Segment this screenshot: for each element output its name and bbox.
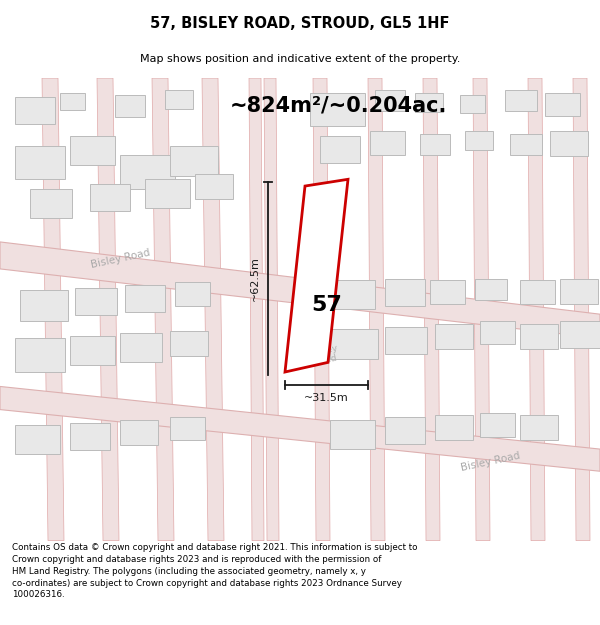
Bar xyxy=(505,90,537,111)
Bar xyxy=(60,92,85,110)
Text: ~62.5m: ~62.5m xyxy=(250,256,260,301)
Bar xyxy=(120,334,162,362)
Bar xyxy=(15,425,60,454)
Bar xyxy=(20,290,68,321)
Bar xyxy=(30,189,72,218)
Polygon shape xyxy=(0,386,600,471)
Bar xyxy=(195,174,233,199)
Bar xyxy=(475,279,507,300)
Text: Bisley Road: Bisley Road xyxy=(460,451,521,472)
Bar xyxy=(330,329,378,359)
Polygon shape xyxy=(42,78,64,541)
Bar xyxy=(90,184,130,211)
Bar xyxy=(480,414,515,436)
Bar xyxy=(385,279,425,306)
Bar xyxy=(435,416,473,441)
Bar xyxy=(310,92,365,126)
Bar xyxy=(15,338,65,372)
Polygon shape xyxy=(368,78,385,541)
Bar xyxy=(170,331,208,356)
Bar xyxy=(480,321,515,344)
Bar xyxy=(330,420,375,449)
Text: Contains OS data © Crown copyright and database right 2021. This information is : Contains OS data © Crown copyright and d… xyxy=(12,543,418,599)
Bar xyxy=(15,146,65,179)
Bar xyxy=(125,285,165,312)
Text: 57: 57 xyxy=(311,294,343,314)
Text: Bisley
Road: Bisley Road xyxy=(310,344,340,367)
Polygon shape xyxy=(528,78,545,541)
Polygon shape xyxy=(202,78,224,541)
Bar xyxy=(75,288,117,315)
Polygon shape xyxy=(573,78,590,541)
Bar xyxy=(560,321,600,348)
Bar xyxy=(70,336,115,365)
Bar xyxy=(15,98,55,124)
Polygon shape xyxy=(313,78,330,541)
Text: Bisley Road: Bisley Road xyxy=(89,248,151,271)
Bar xyxy=(430,281,465,304)
Text: Map shows position and indicative extent of the property.: Map shows position and indicative extent… xyxy=(140,54,460,64)
Bar xyxy=(370,131,405,155)
Polygon shape xyxy=(285,179,348,372)
Bar xyxy=(520,281,555,304)
Bar xyxy=(70,423,110,450)
Bar xyxy=(375,90,405,111)
Polygon shape xyxy=(423,78,440,541)
Bar xyxy=(465,131,493,151)
Bar xyxy=(385,327,427,354)
Bar xyxy=(560,279,598,304)
Bar xyxy=(70,136,115,165)
Polygon shape xyxy=(264,78,279,541)
Bar xyxy=(435,324,473,349)
Bar xyxy=(170,146,218,176)
Bar xyxy=(145,179,190,208)
Bar xyxy=(385,418,425,444)
Bar xyxy=(120,155,175,189)
Bar xyxy=(115,96,145,117)
Bar xyxy=(545,92,580,116)
Text: ~31.5m: ~31.5m xyxy=(304,392,349,402)
Bar xyxy=(320,136,360,163)
Bar xyxy=(510,134,542,155)
Bar xyxy=(460,96,485,112)
Polygon shape xyxy=(249,78,264,541)
Bar xyxy=(415,92,443,112)
Bar xyxy=(330,281,375,309)
Bar xyxy=(175,282,210,306)
Polygon shape xyxy=(97,78,119,541)
Bar xyxy=(165,89,193,109)
Bar xyxy=(170,418,205,441)
Bar xyxy=(550,131,588,156)
Bar xyxy=(120,420,158,445)
Bar xyxy=(420,134,450,155)
Polygon shape xyxy=(473,78,490,541)
Polygon shape xyxy=(0,242,600,338)
Text: 57, BISLEY ROAD, STROUD, GL5 1HF: 57, BISLEY ROAD, STROUD, GL5 1HF xyxy=(150,16,450,31)
Text: ~824m²/~0.204ac.: ~824m²/~0.204ac. xyxy=(230,95,448,115)
Polygon shape xyxy=(152,78,174,541)
Bar xyxy=(520,416,558,441)
Bar xyxy=(520,324,558,349)
